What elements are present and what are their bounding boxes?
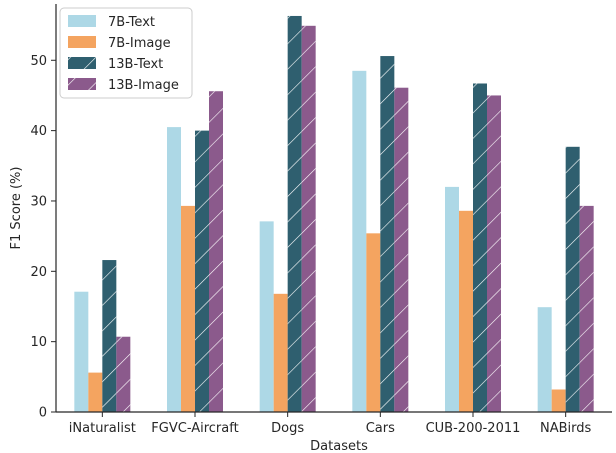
legend-label: 7B-Text — [108, 15, 155, 30]
x-tick-label: iNaturalist — [69, 421, 136, 436]
bar-hatch-13b-text — [473, 83, 487, 412]
bar-hatch-13b-image — [487, 95, 501, 412]
x-tick-label: Dogs — [271, 421, 304, 436]
legend-swatch — [68, 15, 96, 27]
x-ticks-group: iNaturalist FGVC-Aircraft Dogs Cars CUB-200-… — [69, 412, 592, 436]
bar-hatch-13b-image — [209, 91, 223, 412]
x-tick-label: Cars — [366, 421, 395, 436]
x-tick-label: NABirds — [540, 421, 592, 436]
x-axis-label: Datasets — [310, 439, 368, 453]
legend-swatch — [68, 36, 96, 48]
y-ticks-group: 0 10 20 30 40 50 — [30, 54, 56, 421]
y-tick-label: 50 — [30, 54, 47, 69]
bar-hatch-13b-image — [579, 205, 594, 412]
y-tick-label: 10 — [30, 335, 47, 350]
bar-7b-text — [352, 70, 367, 413]
bar-hatch-13b-text — [195, 130, 209, 412]
bar-7b-image — [88, 372, 103, 412]
bar-hatch-13b-text — [380, 56, 395, 412]
x-tick-label: CUB-200-2011 — [426, 421, 521, 436]
bar-hatch-13b-text — [565, 146, 580, 413]
bar-7b-image — [273, 293, 288, 412]
bar-7b-text — [167, 127, 181, 412]
bar-7b-text — [259, 221, 274, 412]
bar-hatch-13b-text — [102, 260, 117, 412]
bar-hatch-13b-image — [394, 87, 409, 413]
bar-hatch-13b-image — [116, 336, 131, 412]
legend: 7B-Text 7B-Image 13B-Text 13B-Image — [59, 7, 193, 99]
legend-frame — [59, 7, 193, 99]
legend-label: 13B-Image — [108, 78, 179, 93]
legend-swatch-hatch — [68, 78, 96, 90]
y-axis-label: F1 Score (%) — [9, 167, 24, 250]
bar-7b-image — [366, 233, 381, 412]
bars-group — [74, 15, 594, 413]
bar-hatch-13b-text — [287, 15, 302, 413]
bar-hatch-13b-image — [301, 25, 316, 413]
legend-swatch-hatch — [68, 57, 96, 69]
y-tick-label: 40 — [30, 124, 47, 139]
bar-7b-image — [459, 210, 473, 412]
legend-label: 13B-Text — [108, 57, 163, 72]
bar-7b-image — [551, 389, 566, 412]
bar-7b-text — [445, 186, 459, 412]
y-tick-label: 30 — [30, 194, 47, 209]
bar-7b-text — [537, 307, 552, 412]
bar-7b-image — [181, 205, 195, 412]
bar-7b-text — [74, 291, 89, 412]
y-tick-label: 0 — [39, 406, 47, 421]
x-tick-label: FGVC-Aircraft — [151, 421, 238, 436]
legend-label: 7B-Image — [108, 36, 171, 51]
y-tick-label: 20 — [30, 265, 47, 280]
